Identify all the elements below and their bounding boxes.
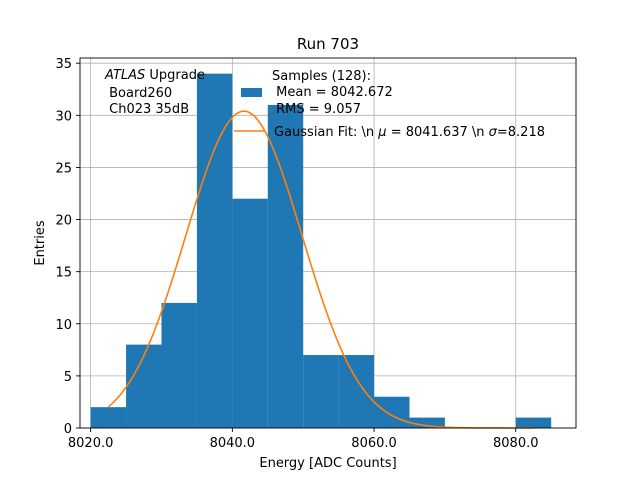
histogram-bar-6	[303, 355, 339, 428]
x-tick-label-2: 8060.0	[351, 436, 397, 451]
legend-hist-line-3: RMS = 9.057	[272, 102, 361, 117]
legend-fit-prefix: Gaussian Fit: \n	[274, 125, 378, 140]
y-tick-label-5: 25	[55, 161, 72, 176]
annotation-line-2: Board260	[105, 86, 172, 101]
y-tick-label-4: 20	[55, 214, 72, 229]
legend-fit-sigma-symbol: σ	[489, 125, 498, 140]
y-axis-label: Entries	[33, 220, 48, 266]
histogram-bar-1	[126, 344, 162, 428]
y-tick-label-7: 35	[55, 57, 72, 72]
histogram-bar-9	[409, 417, 445, 428]
histogram-bars	[90, 73, 552, 429]
legend-hist-line-1: Samples (128):	[272, 69, 371, 84]
y-tick-label-0: 0	[64, 422, 72, 437]
y-tick-label-2: 10	[55, 318, 72, 333]
histogram-bar-3	[196, 73, 233, 429]
annotation-atlas: ATLAS	[104, 68, 145, 83]
histogram-bar-2	[161, 302, 197, 428]
legend-fit-mu-value: = 8041.637 \n	[387, 125, 489, 140]
legend-hist-swatch	[241, 88, 262, 97]
plot-frame	[79, 57, 577, 429]
axis-ticks: 8020.0 8040.0 8060.0 8080.0 0 5 10 15 20 25 30 35	[55, 57, 538, 451]
annotation-line-1: ATLAS Upgrade	[104, 68, 205, 83]
histogram-bar-12	[515, 417, 552, 428]
histogram-bar-7	[338, 355, 375, 428]
x-tick-label-1: 8040.0	[210, 436, 256, 451]
y-tick-label-1: 5	[64, 370, 72, 385]
histogram-bar-5	[267, 104, 304, 429]
chart-title: Run 703	[297, 35, 359, 53]
histogram-bar-8	[374, 396, 410, 428]
legend-hist-line-2: Mean = 8042.672	[272, 85, 393, 100]
x-tick-label-3: 8080.0	[493, 436, 539, 451]
annotation-box: ATLAS Upgrade Board260 Ch023 35dB	[104, 68, 205, 117]
annotation-upgrade: Upgrade	[145, 68, 205, 83]
histogram-bar-4	[232, 198, 268, 428]
x-axis-label: Energy [ADC Counts]	[259, 456, 396, 471]
x-tick-label-0: 8020.0	[68, 436, 114, 451]
y-tick-label-6: 30	[55, 109, 72, 124]
y-tick-label-3: 15	[55, 266, 72, 281]
legend-fit-mu-symbol: μ	[377, 125, 386, 140]
histogram-bar-0	[90, 407, 127, 428]
legend-fit-sigma-value: =8.218	[497, 125, 545, 140]
legend: Samples (128): Mean = 8042.672 RMS = 9.0…	[234, 69, 545, 140]
annotation-line-3: Ch023 35dB	[105, 102, 189, 117]
legend-fit-label: Gaussian Fit: \n μ = 8041.637 \n σ=8.218	[274, 125, 545, 140]
